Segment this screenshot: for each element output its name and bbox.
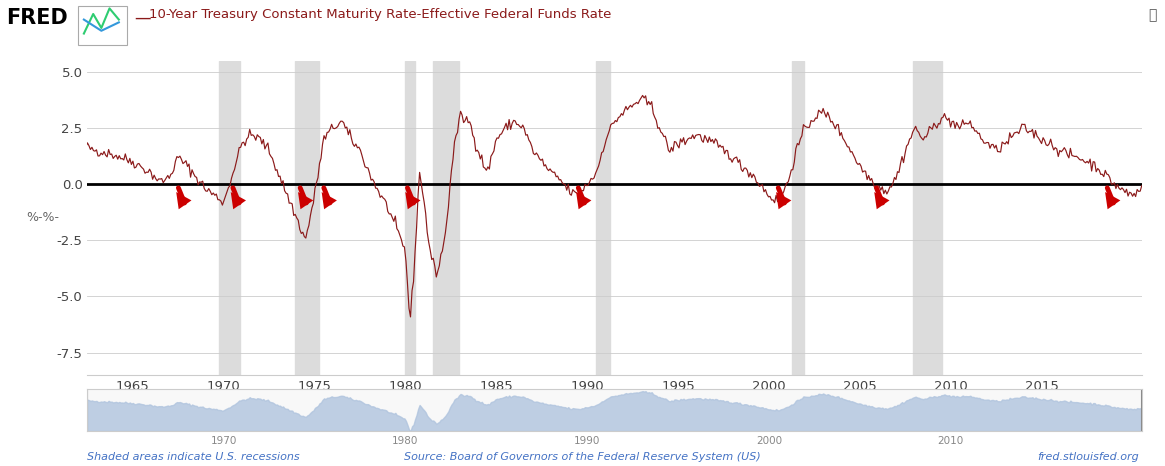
- Bar: [295, 61, 319, 375]
- Bar: [913, 61, 941, 375]
- Text: ⛶: ⛶: [1149, 8, 1157, 22]
- Bar: [432, 61, 459, 375]
- Bar: [596, 61, 610, 375]
- Bar: [405, 61, 415, 375]
- Text: 10-Year Treasury Constant Maturity Rate-Effective Federal Funds Rate: 10-Year Treasury Constant Maturity Rate-…: [149, 8, 612, 21]
- Y-axis label: %-%-: %-%-: [27, 212, 59, 224]
- Text: —: —: [134, 8, 150, 27]
- Text: FRED: FRED: [6, 8, 68, 28]
- Bar: [219, 61, 240, 375]
- Text: fred.stlouisfed.org: fred.stlouisfed.org: [1038, 452, 1139, 462]
- Bar: [792, 61, 804, 375]
- FancyBboxPatch shape: [78, 6, 127, 45]
- Text: Source: Board of Governors of the Federal Reserve System (US): Source: Board of Governors of the Federa…: [404, 452, 761, 462]
- Text: Shaded areas indicate U.S. recessions: Shaded areas indicate U.S. recessions: [87, 452, 301, 462]
